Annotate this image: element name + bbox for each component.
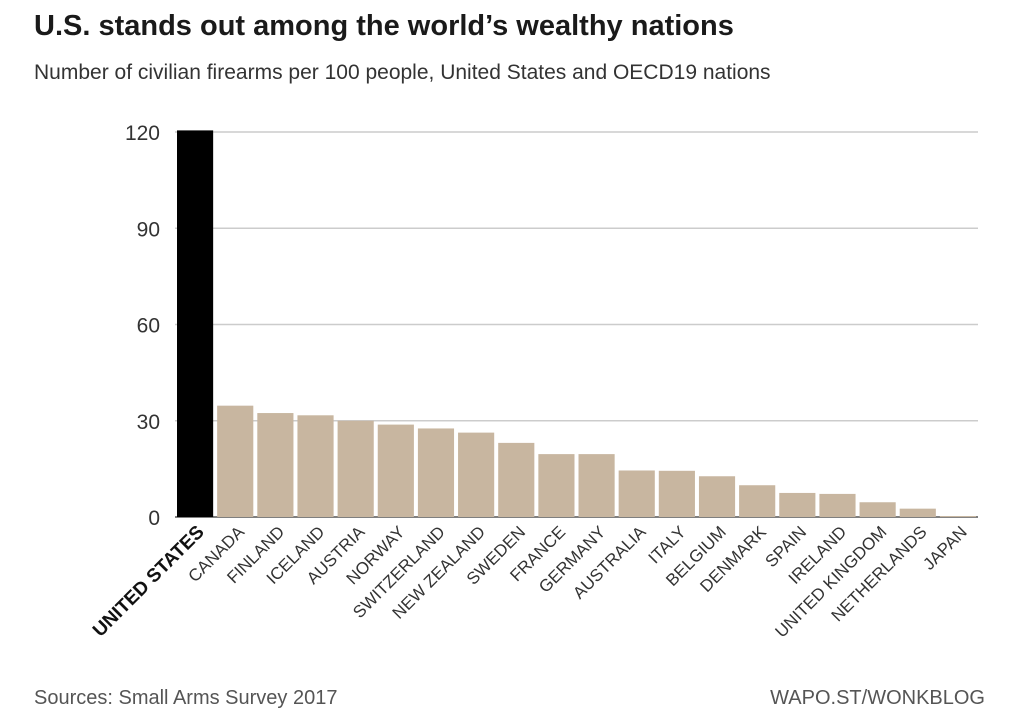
y-tick-label: 0: [148, 507, 160, 530]
bar-ireland: [819, 493, 856, 517]
bar-finland: [257, 413, 294, 517]
y-tick-label: 30: [137, 411, 160, 434]
bar-france: [538, 454, 575, 517]
bar-australia: [618, 470, 655, 517]
bar-switzerland: [417, 428, 455, 517]
credit-note: WAPO.ST/WONKBLOG: [770, 687, 985, 709]
y-tick-label: 60: [137, 315, 160, 338]
bar-italy: [658, 470, 695, 517]
bar-norway: [377, 424, 414, 517]
bar-sweden: [498, 442, 535, 517]
bar-netherlands: [899, 508, 936, 517]
bars: [177, 130, 976, 518]
gridlines: [175, 131, 978, 518]
x-axis-labels: UNITED STATESCANADAFINLANDICELANDAUSTRIA…: [89, 522, 971, 642]
bar-belgium: [698, 476, 736, 517]
y-axis-ticks: 0 30 60 90 120: [125, 122, 160, 530]
y-tick-label: 120: [125, 122, 160, 145]
bar-canada: [217, 405, 254, 517]
x-category-label: JAPAN: [919, 522, 970, 573]
bar-new-zealand: [458, 432, 495, 517]
bar-germany: [578, 454, 615, 517]
bar-japan: [939, 516, 976, 518]
source-note: Sources: Small Arms Survey 2017: [34, 687, 338, 709]
y-tick-label: 90: [137, 218, 160, 241]
bar-iceland: [297, 415, 334, 517]
chart-title: U.S. stands out among the world’s wealth…: [34, 10, 734, 42]
x-category-label: UNITED STATES: [89, 522, 209, 642]
chart-subtitle: Number of civilian firearms per 100 peop…: [34, 61, 771, 84]
bar-austria: [337, 420, 374, 517]
bar-spain: [779, 492, 816, 517]
bar-denmark: [739, 485, 776, 517]
bar-united-kingdom: [859, 502, 896, 517]
bar-united-states: [177, 130, 214, 518]
